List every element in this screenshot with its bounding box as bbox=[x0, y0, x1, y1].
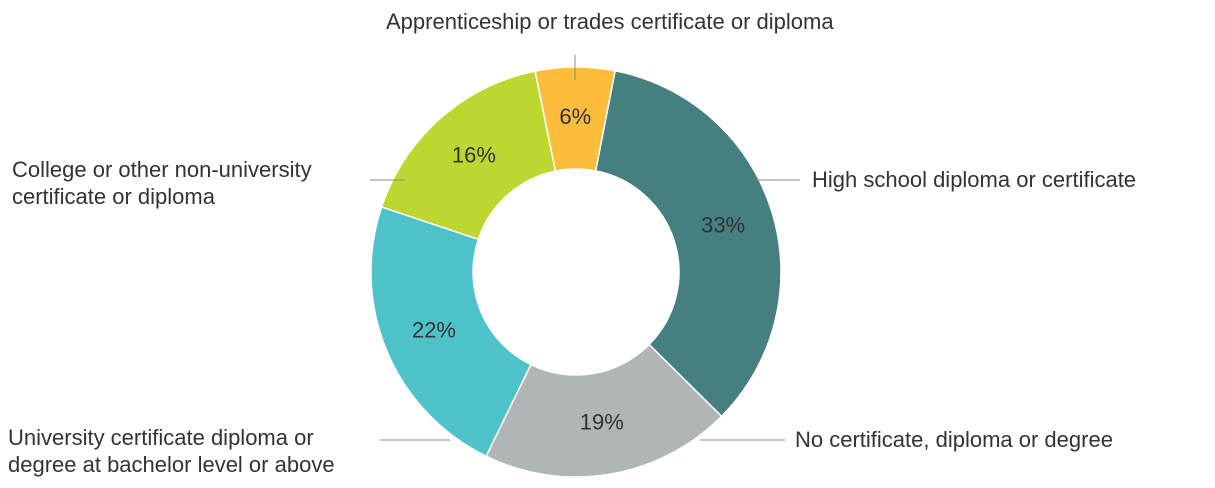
donut-slice bbox=[380, 70, 557, 241]
value-label: 22% bbox=[412, 317, 456, 342]
donut-slice bbox=[594, 69, 782, 418]
value-label: 6% bbox=[559, 104, 591, 129]
category-label: Apprenticeship or trades certificate or … bbox=[386, 9, 834, 34]
donut-slice bbox=[485, 343, 723, 478]
donut-slice bbox=[370, 206, 532, 458]
category-label: College or other non-university certific… bbox=[12, 157, 312, 209]
value-label: 33% bbox=[701, 212, 745, 237]
donut-slice bbox=[534, 66, 616, 172]
value-label: 19% bbox=[580, 410, 624, 435]
category-label: University certificate diploma or degree… bbox=[8, 425, 335, 477]
category-label: High school diploma or certificate bbox=[812, 167, 1137, 192]
value-label: 16% bbox=[452, 142, 496, 167]
category-label: No certificate, diploma or degree bbox=[795, 427, 1113, 452]
